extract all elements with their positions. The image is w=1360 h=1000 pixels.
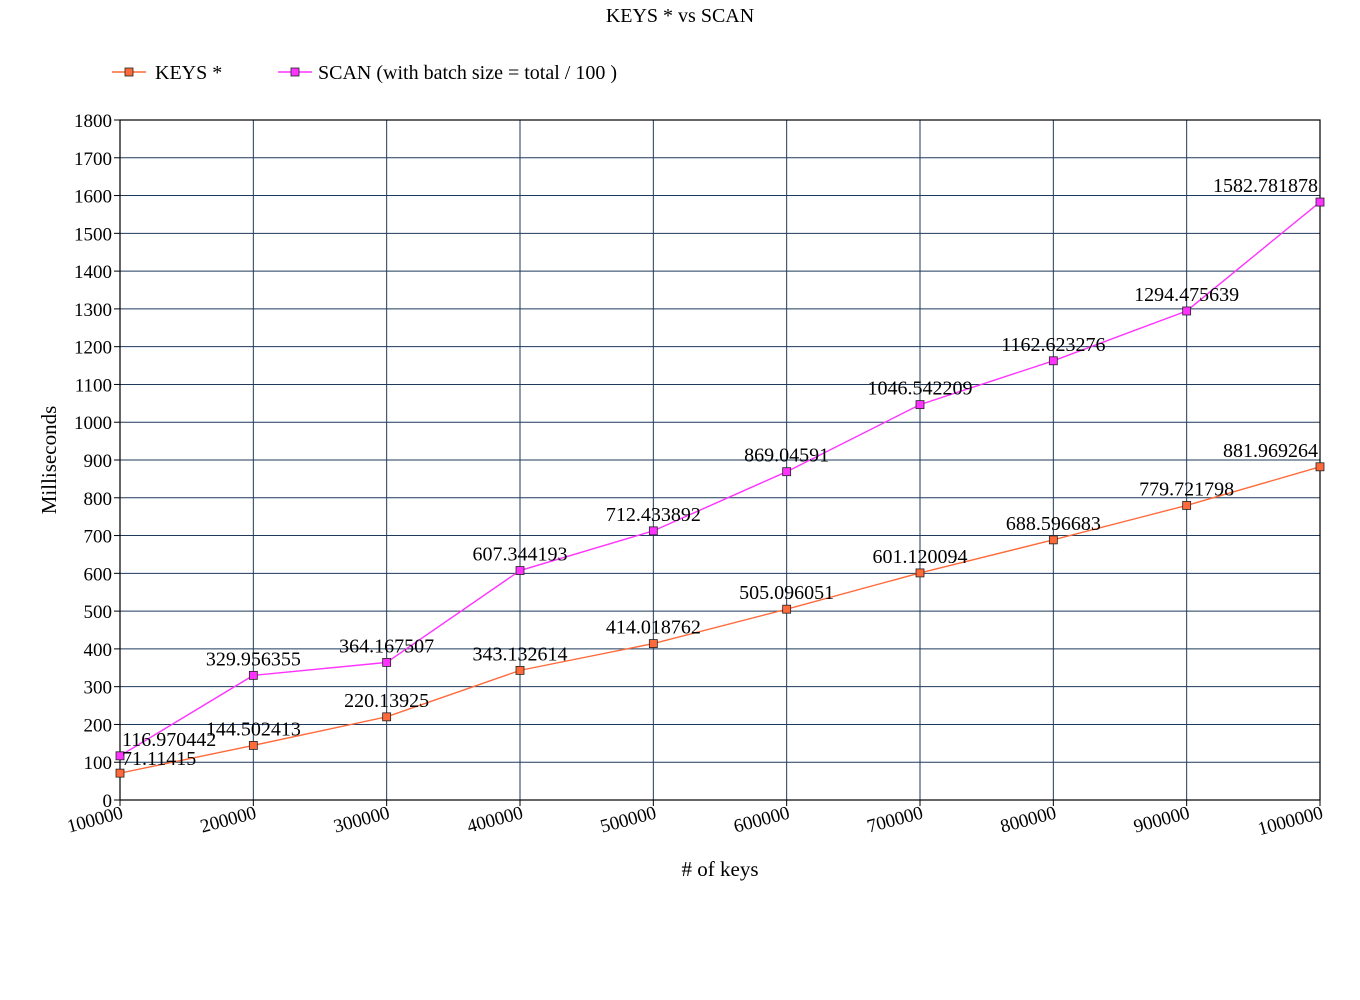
data-point: [1182, 501, 1192, 510]
data-point: [782, 604, 792, 614]
data-label: 869.04591: [744, 445, 829, 467]
y-tick-label: 500: [84, 602, 113, 623]
series-line: [119, 466, 1321, 774]
data-point: [515, 665, 525, 675]
x-tick-label: 800000: [998, 803, 1058, 838]
data-label: 1582.781878: [1213, 175, 1318, 197]
data-point: [515, 566, 525, 575]
data-label: 329.956355: [206, 648, 301, 670]
data-label: 1162.623276: [1001, 334, 1105, 356]
y-axis-ticks: 0 100 200 300 400 500 600 700 800 900 1000 1100 1200…: [74, 111, 120, 812]
chart-title: KEYS * vs SCAN: [606, 5, 754, 27]
y-tick-label: 400: [84, 640, 113, 661]
y-tick-label: 1600: [74, 187, 112, 208]
data-label: 688.596683: [1006, 513, 1101, 535]
data-label: 779.721798: [1139, 478, 1234, 500]
data-label: 505.096051: [739, 582, 834, 604]
data-point: [248, 670, 258, 680]
y-tick-label: 1500: [74, 224, 112, 245]
grid: [119, 119, 1321, 801]
y-tick-label: 1300: [74, 300, 112, 321]
y-tick-label: 1200: [74, 338, 112, 359]
data-point: [1048, 356, 1058, 366]
x-tick-label: 1000000: [1256, 803, 1326, 840]
y-tick-label: 200: [84, 715, 113, 736]
x-tick-label: 300000: [331, 803, 391, 838]
legend: KEYS * SCAN (with batch size = total / 10…: [112, 62, 617, 84]
x-tick-label: 400000: [465, 803, 525, 838]
data-point: [782, 467, 792, 477]
data-point: [1048, 535, 1058, 545]
y-axis-label: Milliseconds: [37, 406, 61, 515]
y-tick-label: 1700: [74, 149, 112, 170]
data-label: 1294.475639: [1134, 284, 1239, 306]
legend-item: KEYS *: [112, 62, 222, 84]
data-point: [115, 751, 125, 761]
data-label: 343.132614: [473, 643, 568, 665]
y-tick-label: 1400: [74, 262, 112, 283]
data-label: 1046.542209: [868, 378, 973, 400]
legend-label: KEYS *: [155, 62, 222, 84]
x-tick-label: 100000: [65, 803, 125, 838]
series-line: [119, 201, 1321, 757]
legend-item: SCAN (with batch size = total / 100 ): [278, 62, 617, 84]
data-point: [1182, 306, 1192, 316]
x-tick-label: 200000: [198, 803, 258, 838]
data-label: 220.13925: [344, 690, 429, 712]
data-label: 414.018762: [606, 617, 701, 639]
x-tick-label: 600000: [731, 803, 791, 838]
data-label: 116.970442: [122, 729, 216, 751]
x-axis-label: # of keys: [682, 857, 759, 881]
data-label: 71.11415: [122, 748, 196, 770]
legend-label: SCAN (with batch size = total / 100 ): [318, 62, 617, 84]
data-point: [1315, 462, 1325, 472]
y-tick-label: 100: [84, 753, 113, 774]
data-point: [1315, 197, 1325, 207]
y-tick-label: 1000: [74, 413, 112, 434]
y-tick-label: 1100: [75, 375, 112, 396]
data-label: 364.167507: [339, 635, 434, 657]
y-tick-label: 300: [84, 678, 113, 699]
series-layer: 116.970442 329.956355 364.167507 607.344193…: [115, 175, 1325, 778]
series-keys: 71.11415 144.502413 220.13925 343.132614 414…: [115, 440, 1325, 778]
y-tick-label: 1800: [74, 111, 112, 132]
data-point: [648, 639, 658, 648]
y-tick-label: 900: [84, 451, 113, 472]
y-tick-label: 700: [84, 527, 113, 548]
legend-marker: [124, 67, 134, 77]
data-label: 144.502413: [206, 718, 301, 740]
data-point: [382, 658, 392, 667]
y-tick-label: 0: [103, 791, 113, 812]
data-point: [382, 712, 392, 722]
data-point: [115, 768, 125, 778]
data-point: [915, 400, 925, 410]
data-point: [248, 741, 258, 750]
x-tick-label: 500000: [598, 803, 658, 838]
data-label: 881.969264: [1223, 440, 1318, 462]
data-label: 601.120094: [873, 546, 968, 568]
x-axis-ticks: 100000 200000 300000 400000 500000 600000 7000…: [65, 800, 1325, 840]
x-tick-label: 700000: [865, 803, 925, 838]
data-point: [648, 526, 658, 536]
x-tick-label: 900000: [1131, 803, 1191, 838]
data-label: 607.344193: [473, 544, 568, 566]
y-tick-label: 800: [84, 489, 113, 510]
legend-marker: [290, 67, 300, 77]
data-point: [915, 568, 925, 578]
y-tick-label: 600: [84, 564, 113, 585]
data-label: 712.433892: [606, 504, 701, 526]
series-scan: 116.970442 329.956355 364.167507 607.344193…: [115, 175, 1325, 761]
